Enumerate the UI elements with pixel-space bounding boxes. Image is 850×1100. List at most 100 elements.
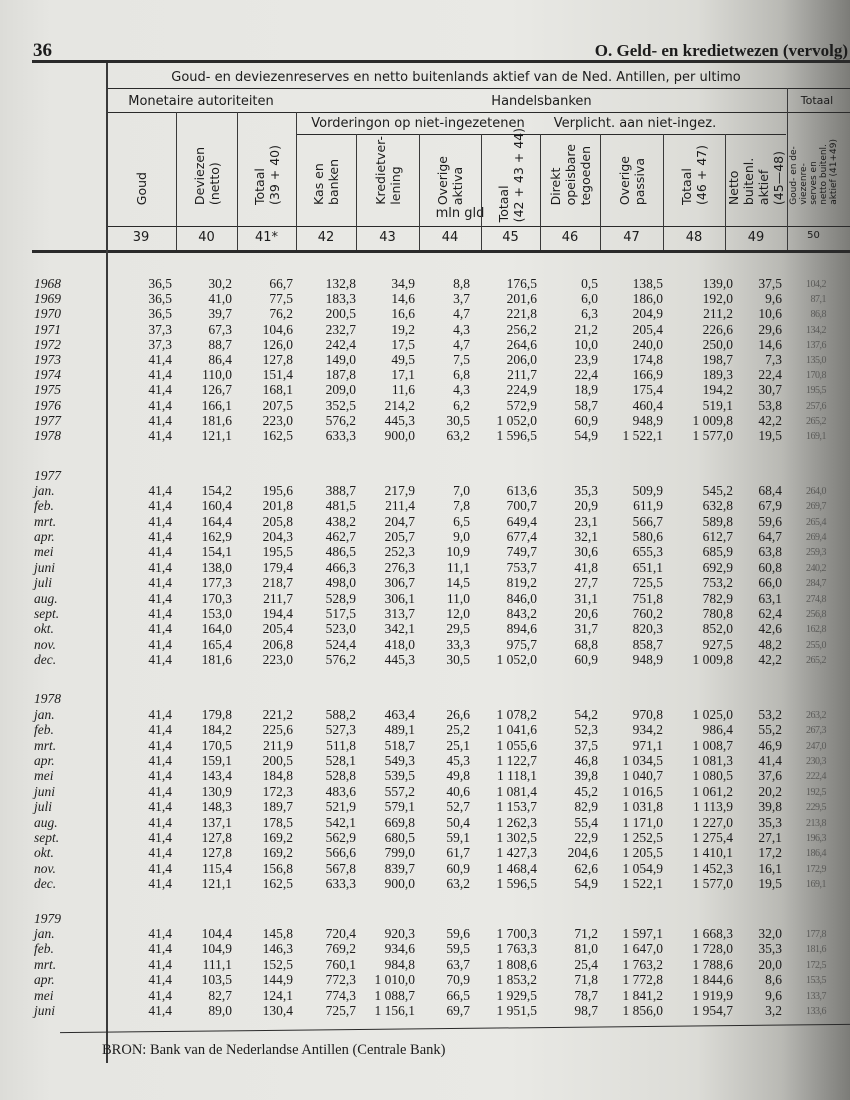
table-cell: 37,6 bbox=[758, 768, 782, 784]
table-cell: 39,8 bbox=[758, 799, 782, 815]
table-cell: 920,3 bbox=[384, 926, 415, 941]
column-number: 43 bbox=[379, 230, 396, 245]
table-cell: 70,9 bbox=[446, 972, 470, 988]
column-number: 42 bbox=[317, 230, 335, 245]
table-cell: 549,3 bbox=[384, 753, 415, 769]
table-cell: 948,9 bbox=[632, 651, 663, 667]
table-cell: 1 052,0 bbox=[496, 651, 538, 667]
table-cell: 1 596,5 bbox=[496, 428, 538, 443]
table-cell: 179,8 bbox=[201, 707, 232, 722]
table-cell: 168,1 bbox=[262, 382, 293, 398]
row-label: feb. bbox=[34, 722, 54, 738]
row-label: jan. bbox=[34, 926, 55, 941]
table-cell: 41,4 bbox=[148, 753, 172, 769]
table-cell: 135,0 bbox=[806, 355, 827, 366]
table-cell: 521,9 bbox=[325, 799, 356, 815]
table-cell: 63,2 bbox=[446, 875, 470, 891]
divider bbox=[663, 134, 664, 250]
table-cell: 181,6 bbox=[806, 944, 827, 956]
table-cell: 30,5 bbox=[446, 651, 470, 667]
table-cell: 41,4 bbox=[148, 1003, 172, 1018]
table-cell: 1 040,7 bbox=[622, 768, 664, 784]
table-cell: 63,1 bbox=[758, 590, 782, 606]
table-cell: 149,0 bbox=[325, 352, 356, 367]
table-cell: 41,4 bbox=[148, 799, 172, 815]
table-cell: 588,2 bbox=[325, 707, 356, 722]
table-cell: 265,2 bbox=[806, 654, 827, 666]
table-cell: 1 772,8 bbox=[622, 972, 664, 988]
column-number: 41* bbox=[254, 230, 279, 245]
table-cell: 934,6 bbox=[384, 941, 415, 957]
table-cell: 55,4 bbox=[574, 814, 598, 830]
table-cell: 41,4 bbox=[148, 987, 172, 1003]
table-cell: 127,8 bbox=[201, 829, 232, 845]
table-cell: 517,5 bbox=[325, 605, 356, 621]
table-cell: 138,0 bbox=[201, 559, 232, 575]
table-cell: 685,9 bbox=[702, 544, 733, 560]
table-cell: 528,1 bbox=[325, 753, 356, 769]
table-cell: 1 522,1 bbox=[622, 875, 664, 891]
table-cell: 221,2 bbox=[262, 707, 293, 722]
table-cell: 264,6 bbox=[506, 336, 537, 352]
table-cell: 6,5 bbox=[453, 513, 470, 529]
table-cell: 1 763,2 bbox=[622, 956, 664, 972]
table-cell: 12,0 bbox=[446, 605, 470, 621]
table-cell: 41,0 bbox=[208, 291, 232, 307]
table-cell: 230,3 bbox=[806, 756, 827, 768]
row-label: 1977 bbox=[34, 412, 61, 428]
table-cell: 265,4 bbox=[806, 516, 827, 528]
table-cell: 138,5 bbox=[632, 276, 663, 291]
column-header: Direkt opeisbare tegoeden bbox=[547, 143, 593, 205]
table-cell: 201,8 bbox=[262, 498, 293, 514]
table-cell: 225,6 bbox=[262, 722, 293, 738]
table-cell: 725,5 bbox=[632, 575, 663, 591]
table-cell: 539,5 bbox=[384, 768, 415, 784]
table-cell: 1 951,5 bbox=[496, 1003, 538, 1018]
divider bbox=[787, 88, 788, 250]
table-cell: 226,6 bbox=[702, 321, 733, 337]
table-cell: 780,8 bbox=[702, 605, 733, 621]
table-cell: 23,1 bbox=[574, 513, 598, 529]
table-cell: 418,0 bbox=[384, 636, 415, 652]
table-cell: 10,9 bbox=[446, 544, 470, 560]
row-label: juni bbox=[34, 1003, 56, 1018]
table-cell: 148,3 bbox=[201, 799, 232, 815]
table-cell: 63,7 bbox=[446, 956, 470, 972]
table-cell: 819,2 bbox=[506, 575, 537, 591]
row-label: feb. bbox=[34, 498, 54, 514]
table-cell: 1 081,3 bbox=[692, 753, 734, 769]
table-cell: 37,5 bbox=[758, 276, 782, 291]
table-cell: 181,6 bbox=[201, 651, 232, 667]
table-cell: 98,7 bbox=[574, 1003, 598, 1018]
table-cell: 200,5 bbox=[325, 306, 356, 322]
table-cell: 900,0 bbox=[384, 875, 415, 891]
table-cell: 611,9 bbox=[633, 498, 663, 514]
group-monetaire: Monetaire autoriteiten bbox=[128, 94, 274, 109]
table-cell: 572,9 bbox=[506, 397, 537, 413]
table-cell: 189,7 bbox=[262, 799, 293, 815]
table-cell: 613,6 bbox=[506, 483, 537, 498]
column-header: Deviezen (netto) bbox=[191, 146, 222, 205]
table-cell: 557,2 bbox=[384, 783, 415, 799]
table-cell: 632,8 bbox=[702, 498, 733, 514]
table-cell: 192,5 bbox=[806, 786, 827, 798]
table-cell: 1 844,6 bbox=[692, 972, 734, 988]
row-label: okt. bbox=[34, 621, 54, 637]
top-rule bbox=[32, 60, 850, 63]
table-cell: 20,2 bbox=[758, 783, 782, 799]
table-cell: 30,7 bbox=[758, 382, 782, 398]
table-cell: 4,3 bbox=[453, 321, 470, 337]
table-cell: 115,4 bbox=[202, 860, 232, 876]
group-verplicht: Verplicht. aan niet-ingez. bbox=[553, 116, 717, 131]
table-cell: 1 788,6 bbox=[692, 956, 734, 972]
table-cell: 66,7 bbox=[269, 276, 293, 291]
table-cell: 1 275,4 bbox=[692, 829, 734, 845]
table-cell: 7,8 bbox=[453, 498, 470, 514]
table-cell: 41,4 bbox=[148, 621, 172, 637]
table-cell: 6,3 bbox=[581, 306, 598, 322]
column-header: Totaal (39 + 40) bbox=[251, 145, 282, 205]
table-cell: 342,1 bbox=[384, 621, 415, 637]
table-cell: 30,2 bbox=[208, 276, 232, 291]
table-cell: 1 452,3 bbox=[692, 860, 734, 876]
section-label: 1979 bbox=[34, 911, 61, 926]
